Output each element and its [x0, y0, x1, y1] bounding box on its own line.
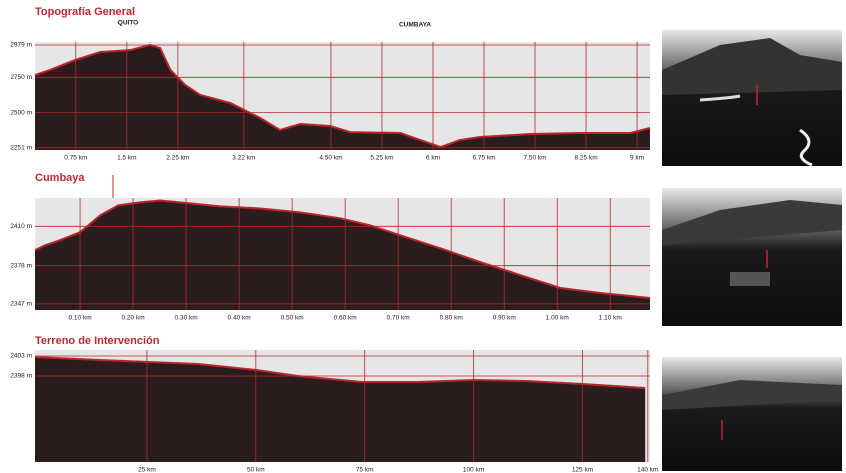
chart-title: Terreno de Intervención [35, 335, 160, 347]
x-tick-label: 125 km [572, 467, 593, 473]
x-tick-label: 50 km [247, 467, 265, 473]
x-tick-label: 6.75 km [472, 155, 495, 162]
page: {"chart_data": [ {"type": "area", "title… [0, 0, 846, 473]
x-tick-label: 25 km [138, 467, 156, 473]
chart: Topografía General QUITO CUMBAYA Cumbaya… [0, 0, 846, 473]
x-tick-label: 100 km [463, 467, 484, 473]
x-tick-label: 0.10 km [69, 315, 92, 322]
x-tick-label: 0.90 km [493, 315, 516, 322]
annotation: CUMBAYA [399, 22, 431, 29]
x-tick-label: 140 km [637, 467, 658, 473]
x-tick-label: 75 km [356, 467, 374, 473]
y-tick-label: 2979 m [10, 42, 32, 49]
x-tick-label: 0.30 km [175, 315, 198, 322]
x-tick-label: 6 km [426, 155, 440, 162]
x-tick-label: 1.10 km [599, 315, 622, 322]
x-tick-label: 0.60 km [334, 315, 357, 322]
x-tick-label: 8.25 km [574, 155, 597, 162]
y-tick-label: 2251 m [10, 144, 32, 151]
x-tick-label: 4.50 km [319, 155, 342, 162]
x-tick-label: 7.50 km [523, 155, 546, 162]
photo-feature [730, 272, 770, 286]
x-tick-label: 0.50 km [281, 315, 304, 322]
y-tick-label: 2378 m [10, 262, 32, 269]
x-tick-label: 1.5 km [117, 155, 137, 162]
aerial-photos [662, 30, 842, 471]
chart-title: Topografía General [35, 6, 135, 18]
x-tick-label: 3.22 km [232, 155, 255, 162]
x-tick-label: 0.80 km [440, 315, 463, 322]
x-tick-label: 0.20 km [122, 315, 145, 322]
chart-title: Cumbaya [35, 172, 85, 184]
y-tick-label: 2403 m [10, 353, 32, 360]
x-tick-label: 9 km [630, 155, 644, 162]
y-tick-label: 2750 m [10, 74, 32, 81]
y-tick-label: 2500 m [10, 109, 32, 116]
x-tick-label: 5.25 km [370, 155, 393, 162]
x-tick-label: 0.75 km [64, 155, 87, 162]
x-tick-label: 2.25 km [166, 155, 189, 162]
annotation: QUITO [118, 20, 138, 27]
x-tick-label: 0.40 km [228, 315, 251, 322]
y-tick-label: 2398 m [10, 373, 32, 380]
x-tick-label: 1.00 km [546, 315, 569, 322]
y-tick-label: 2410 m [10, 223, 32, 230]
x-tick-label: 0.70 km [387, 315, 410, 322]
photo [662, 357, 842, 471]
y-tick-label: 2347 m [10, 301, 32, 308]
